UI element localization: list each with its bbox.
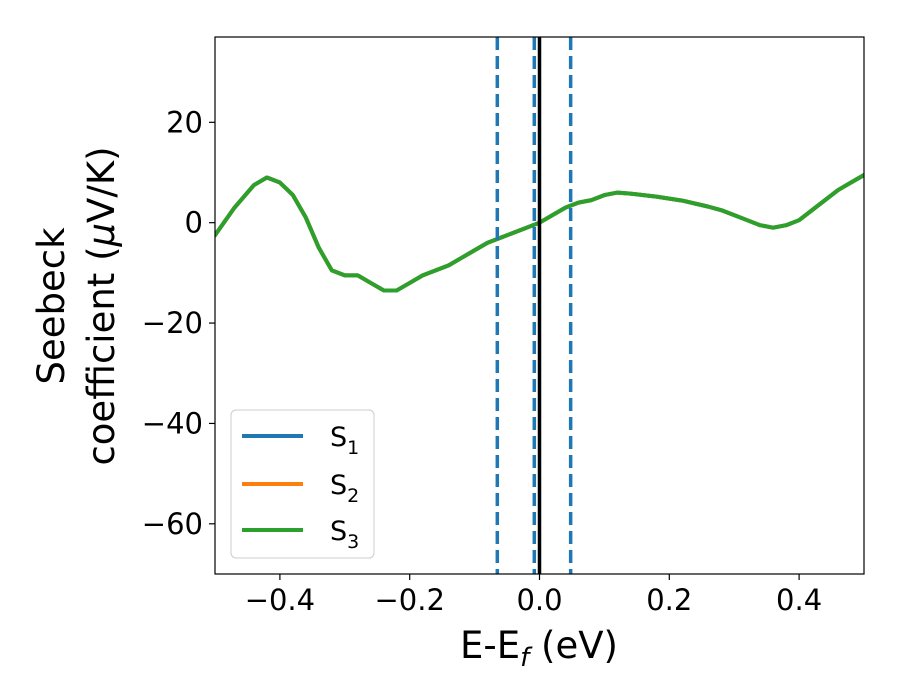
x-axis: −0.4 −0.2 0.0 0.2 0.4 xyxy=(245,574,822,617)
series-line-s3 xyxy=(215,173,864,293)
y-axis: 20 0 −20 −40 −60 xyxy=(142,105,215,541)
y-tick-label: 20 xyxy=(166,105,203,139)
x-tick-label: 0.2 xyxy=(646,583,692,617)
y-tick-label: 0 xyxy=(185,206,203,240)
legend-label-s2: S2 xyxy=(330,470,359,507)
x-tick-label: −0.4 xyxy=(245,583,315,617)
y-tick-label: −40 xyxy=(142,406,203,440)
legend-label-s3: S3 xyxy=(330,516,359,553)
x-tick-label: 0.0 xyxy=(516,583,562,617)
x-tick-label: −0.2 xyxy=(374,583,444,617)
x-axis-label: E-Ef (eV) xyxy=(460,624,618,673)
x-tick-label: 0.4 xyxy=(776,583,822,617)
y-axis-label: Seebeck coefficient (μV/K) xyxy=(30,146,123,465)
svg-text:coefficient (μV/K): coefficient (μV/K) xyxy=(80,146,123,465)
svg-text:Seebeck: Seebeck xyxy=(30,227,73,385)
y-tick-label: −20 xyxy=(142,306,203,340)
legend: S1 S2 S3 xyxy=(230,409,375,559)
y-tick-label: −60 xyxy=(142,507,203,541)
plot-area xyxy=(215,37,864,574)
legend-label-s1: S1 xyxy=(330,422,359,459)
